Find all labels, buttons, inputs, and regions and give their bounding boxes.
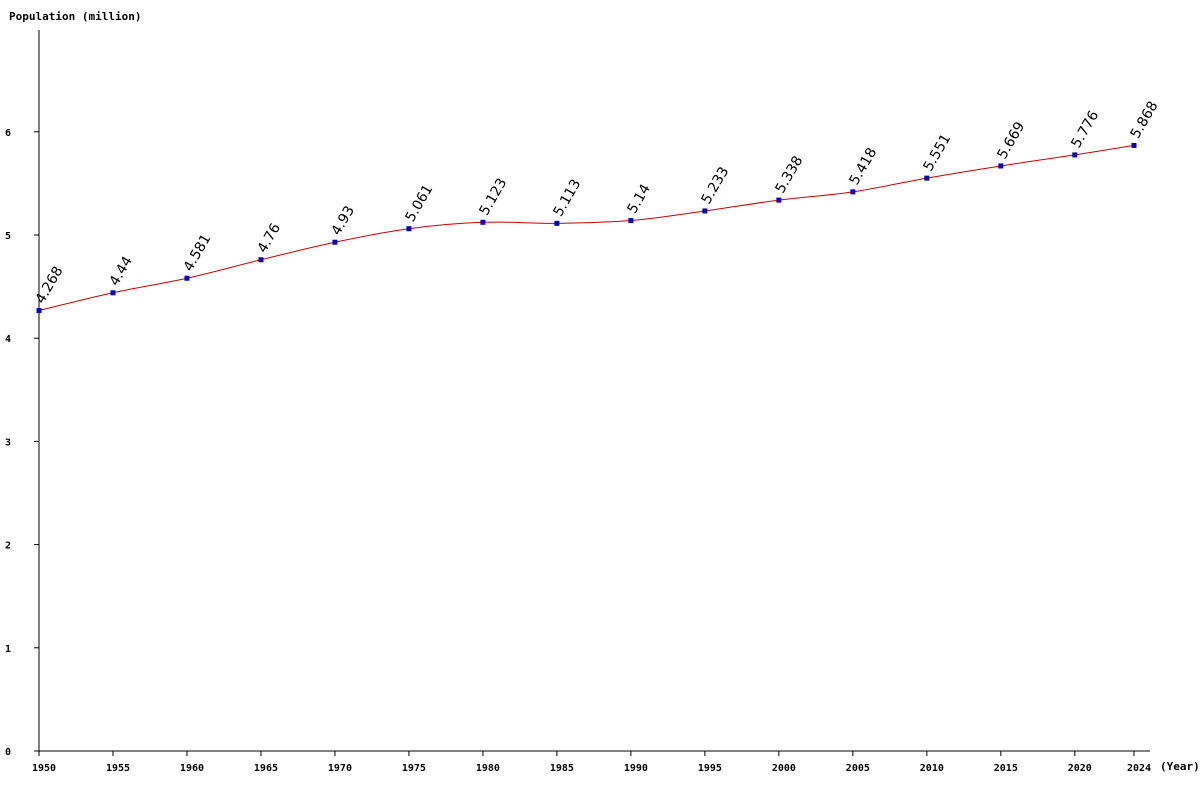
x-tick-label: 2010 (920, 763, 944, 774)
axes: 0 1 2 3 4 5 6 1950 1955 1960 1965 1970 1975 1980 1985 1… (5, 30, 1151, 774)
data-label: 5.14 (624, 181, 653, 216)
data-label: 5.233 (698, 164, 732, 207)
data-point-marker (36, 308, 42, 314)
y-tick-label: 6 (5, 128, 11, 139)
series-group: 4.268 4.44 4.581 4.76 4.93 5.061 5.123 5.113 5.1… (33, 99, 1162, 314)
data-label: 4.76 (255, 221, 284, 256)
x-tick-label: 1965 (254, 763, 278, 774)
x-tick-label: 2015 (994, 763, 1018, 774)
y-tick-label: 3 (5, 437, 11, 448)
data-label: 5.551 (920, 131, 954, 174)
x-tick-label: 1980 (476, 763, 500, 774)
x-tick-label: 2005 (846, 763, 870, 774)
data-point-marker (850, 189, 856, 195)
data-label: 5.868 (1128, 99, 1162, 142)
data-point-marker (998, 163, 1004, 169)
data-label: 5.338 (772, 153, 806, 196)
x-tick-label: 2024 (1127, 763, 1151, 774)
y-tick-label: 1 (5, 644, 11, 655)
x-tick-label: 2020 (1068, 763, 1092, 774)
data-label: 5.418 (846, 145, 880, 188)
data-label: 5.776 (1068, 108, 1102, 151)
y-tick-label: 2 (5, 541, 11, 552)
data-point-marker (924, 175, 930, 181)
y-tick-label: 5 (5, 231, 11, 242)
data-point-marker (702, 208, 708, 214)
x-tick-label: 1975 (402, 763, 426, 774)
x-axis-title: (Year) (1160, 760, 1200, 773)
y-axis-title: Population (million) (9, 10, 142, 23)
data-point-marker (332, 239, 338, 245)
x-tick-label: 1985 (550, 763, 574, 774)
x-tick-label: 1955 (106, 763, 130, 774)
data-label: 5.669 (994, 119, 1028, 162)
data-point-marker (1131, 142, 1137, 148)
x-tick-label: 1995 (698, 763, 722, 774)
data-point-marker (776, 197, 782, 203)
data-label: 5.113 (551, 177, 585, 220)
data-label: 4.581 (181, 232, 215, 275)
data-point-marker (110, 290, 116, 296)
data-label: 4.268 (33, 264, 67, 307)
population-series-line (38, 144, 1135, 312)
data-point-marker (258, 257, 264, 263)
x-tick-label: 1990 (624, 763, 648, 774)
data-label: 5.123 (477, 176, 511, 219)
data-point-marker (480, 219, 486, 225)
y-tick-label: 0 (5, 747, 11, 758)
data-point-marker (406, 226, 412, 232)
data-point-marker (184, 275, 190, 281)
x-tick-label: 1970 (328, 763, 352, 774)
data-point-marker (1072, 152, 1078, 158)
data-label: 4.93 (329, 203, 358, 238)
data-point-marker (628, 218, 634, 224)
x-tick-label: 2000 (772, 763, 796, 774)
data-point-marker (554, 220, 560, 226)
x-tick-label: 1950 (32, 763, 56, 774)
data-label: 4.44 (107, 254, 136, 289)
x-tick-label: 1960 (180, 763, 204, 774)
y-tick-label: 4 (5, 334, 11, 345)
data-label: 5.061 (403, 182, 437, 225)
